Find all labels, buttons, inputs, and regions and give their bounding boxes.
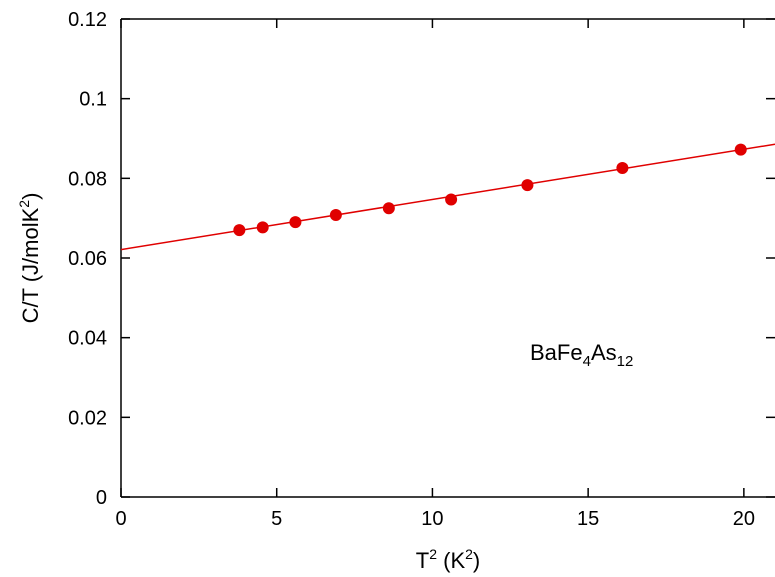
data-point: [256, 221, 269, 234]
data-point: [445, 193, 458, 206]
data-point: [289, 216, 302, 229]
axes-frame: [120, 18, 775, 498]
x-tick-label: 5: [271, 508, 282, 530]
x-tick-label: 15: [577, 508, 599, 530]
x-tick-label: 10: [421, 508, 443, 530]
x-axis-title: T2 (K2): [416, 546, 481, 573]
data-point: [329, 208, 342, 221]
y-tick-label: 0.02: [68, 407, 107, 429]
compound-annotation: BaFe4As12: [530, 340, 633, 370]
x-tick-label: 20: [733, 508, 755, 530]
y-axis-ticks: 0 0.02 0.04 0.06 0.08 0.1 0.12: [68, 9, 775, 509]
y-tick-label: 0.1: [79, 89, 107, 111]
data-points: [233, 143, 747, 237]
y-tick-label: 0.08: [68, 168, 107, 190]
x-tick-label: 0: [115, 508, 126, 530]
data-point: [382, 202, 395, 215]
y-tick-label: 0.04: [68, 328, 107, 350]
y-tick-label: 0.06: [68, 248, 107, 270]
y-tick-label: 0.12: [68, 9, 107, 31]
x-axis-ticks: 0 5 10 15 20: [115, 19, 755, 530]
y-axis-title: C/T (J/molK2): [16, 193, 43, 324]
data-point: [521, 179, 534, 192]
data-point: [616, 161, 629, 174]
y-tick-label: 0: [96, 487, 107, 509]
data-point: [233, 224, 246, 237]
data-point: [734, 143, 747, 156]
